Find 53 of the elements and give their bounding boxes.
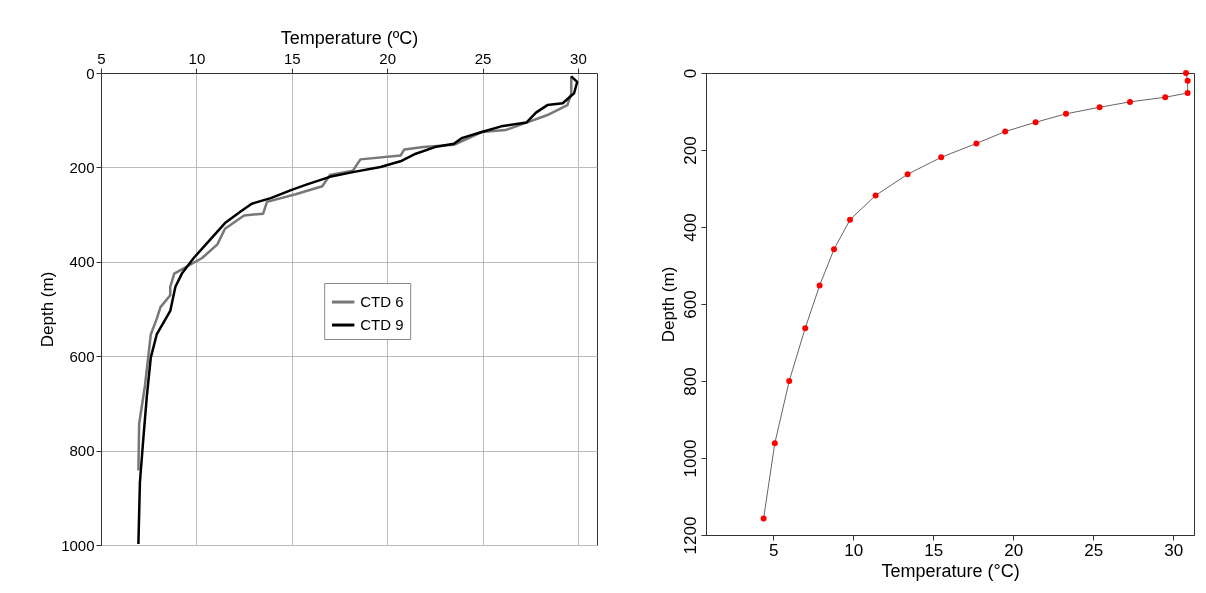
- point: [1184, 77, 1191, 84]
- y-tick-label: 400: [69, 253, 95, 271]
- x-tick-label: 25: [474, 49, 492, 67]
- legend-label: CTD 6: [360, 293, 404, 311]
- y-tick-label: 600: [69, 347, 95, 365]
- point: [786, 378, 793, 384]
- point: [1096, 104, 1103, 111]
- point: [760, 515, 767, 522]
- point: [938, 154, 945, 161]
- point: [1002, 128, 1009, 135]
- point: [802, 325, 809, 332]
- x-tick-label: 15: [924, 540, 944, 560]
- x-tick-label: 30: [1164, 540, 1184, 560]
- x-tick-label: 5: [768, 540, 779, 560]
- point: [816, 282, 823, 289]
- x-axis-title: Temperature (°C): [881, 560, 1020, 581]
- point: [1184, 90, 1191, 97]
- y-tick-label: 200: [69, 158, 95, 176]
- y-tick-label: 400: [680, 213, 700, 242]
- y-tick-label: 1000: [61, 536, 95, 554]
- point: [1032, 119, 1039, 126]
- line-series: [137, 75, 573, 472]
- point: [1063, 110, 1069, 117]
- y-tick-label: 200: [680, 136, 700, 165]
- point: [831, 246, 837, 253]
- point: [1127, 98, 1133, 105]
- x-tick-label: 30: [570, 49, 587, 67]
- y-tick-label: 0: [680, 68, 700, 79]
- point: [847, 216, 853, 223]
- y-tick-label: 0: [86, 64, 95, 82]
- y-axis-title: Depth (m): [38, 271, 58, 348]
- x-tick-label: 20: [379, 49, 396, 67]
- line-series: [137, 75, 579, 546]
- point: [1162, 94, 1169, 101]
- y-tick-label: 800: [69, 442, 95, 460]
- point: [771, 440, 778, 447]
- x-axis-title: Temperature (ºC): [280, 27, 419, 48]
- point: [904, 171, 911, 178]
- x-tick-label: 15: [283, 49, 301, 67]
- y-tick-label: 800: [680, 367, 700, 396]
- y-axis-title: Depth (m): [658, 266, 678, 343]
- legend-label: CTD 9: [360, 316, 404, 334]
- point: [1183, 70, 1189, 76]
- y-tick-label: 1200: [680, 516, 700, 555]
- x-tick-label: 10: [844, 540, 864, 560]
- point: [973, 140, 980, 147]
- y-tick-label: 600: [680, 290, 700, 319]
- y-tick-label: 1000: [680, 439, 700, 478]
- x-tick-label: 10: [188, 49, 206, 67]
- x-tick-label: 25: [1084, 540, 1104, 560]
- point: [872, 192, 879, 199]
- x-tick-label: 20: [1004, 540, 1024, 560]
- x-tick-label: 5: [97, 49, 106, 67]
